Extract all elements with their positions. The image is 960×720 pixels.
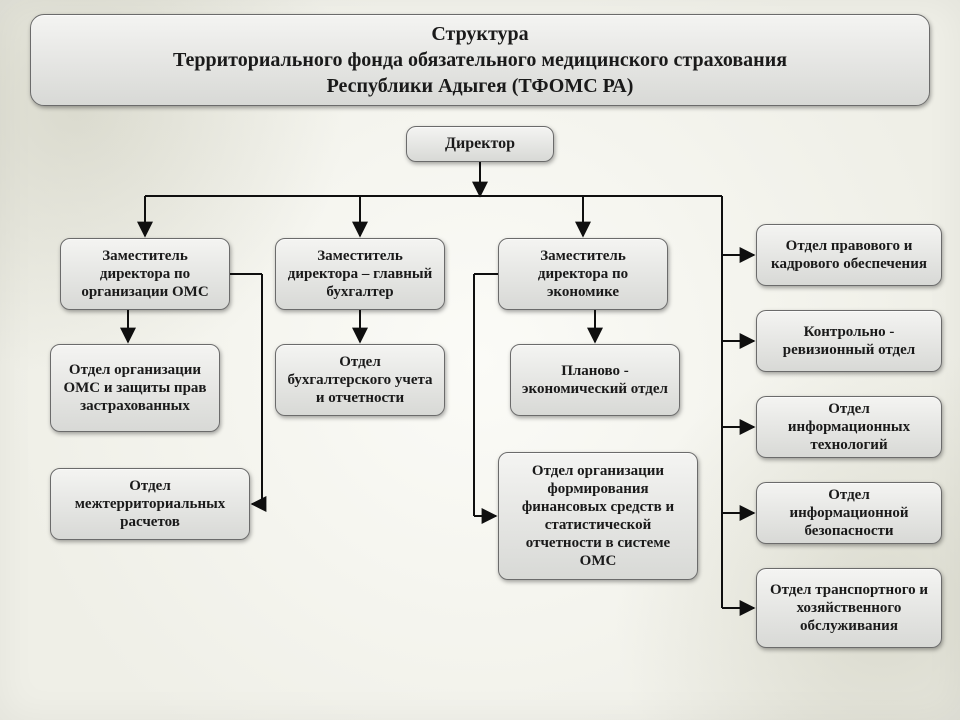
label-dept-it: Отдел информационных технологий: [767, 400, 931, 454]
label-dept-oms-rights: Отдел организации ОМС и защиты прав заст…: [61, 361, 209, 415]
node-dept-fin-stat: Отдел организации формирования финансовы…: [498, 452, 698, 580]
node-dept-interterr: Отдел межтерриториальных расчетов: [50, 468, 250, 540]
node-deputy-accountant: Заместитель директора – главный бухгалте…: [275, 238, 445, 310]
label-dept-interterr: Отдел межтерриториальных расчетов: [61, 477, 239, 531]
node-dept-legal-hr: Отдел правового и кадрового обеспечения: [756, 224, 942, 286]
label-dept-legal-hr: Отдел правового и кадрового обеспечения: [767, 237, 931, 273]
node-deputy-oms: Заместитель директора по организации ОМС: [60, 238, 230, 310]
node-deputy-economy: Заместитель директора по экономике: [498, 238, 668, 310]
label-dept-transport: Отдел транспортного и хозяйственного обс…: [767, 581, 931, 635]
node-dept-plan-econ: Планово - экономический отдел: [510, 344, 680, 416]
chart-title: Структура Территориального фонда обязате…: [30, 14, 930, 106]
title-line-2: Территориального фонда обязательного мед…: [173, 47, 787, 73]
label-dept-fin-stat: Отдел организации формирования финансовы…: [509, 462, 687, 570]
node-dept-transport: Отдел транспортного и хозяйственного обс…: [756, 568, 942, 648]
label-director: Директор: [445, 134, 515, 153]
node-dept-it: Отдел информационных технологий: [756, 396, 942, 458]
label-dept-audit: Контрольно - ревизионный отдел: [767, 323, 931, 359]
title-line-3: Республики Адыгея (ТФОМС РА): [173, 73, 787, 99]
node-dept-oms-rights: Отдел организации ОМС и защиты прав заст…: [50, 344, 220, 432]
node-dept-accounting: Отдел бухгалтерского учета и отчетности: [275, 344, 445, 416]
node-director: Директор: [406, 126, 554, 162]
label-deputy-economy: Заместитель директора по экономике: [509, 247, 657, 301]
org-chart-canvas: { "type": "org-chart", "dimensions": { "…: [0, 0, 960, 720]
title-line-1: Структура: [173, 21, 787, 47]
label-deputy-oms: Заместитель директора по организации ОМС: [71, 247, 219, 301]
label-deputy-accountant: Заместитель директора – главный бухгалте…: [286, 247, 434, 301]
label-dept-infosec: Отдел информационной безопасности: [767, 486, 931, 540]
node-dept-audit: Контрольно - ревизионный отдел: [756, 310, 942, 372]
node-dept-infosec: Отдел информационной безопасности: [756, 482, 942, 544]
label-dept-accounting: Отдел бухгалтерского учета и отчетности: [286, 353, 434, 407]
label-dept-plan-econ: Планово - экономический отдел: [521, 362, 669, 398]
